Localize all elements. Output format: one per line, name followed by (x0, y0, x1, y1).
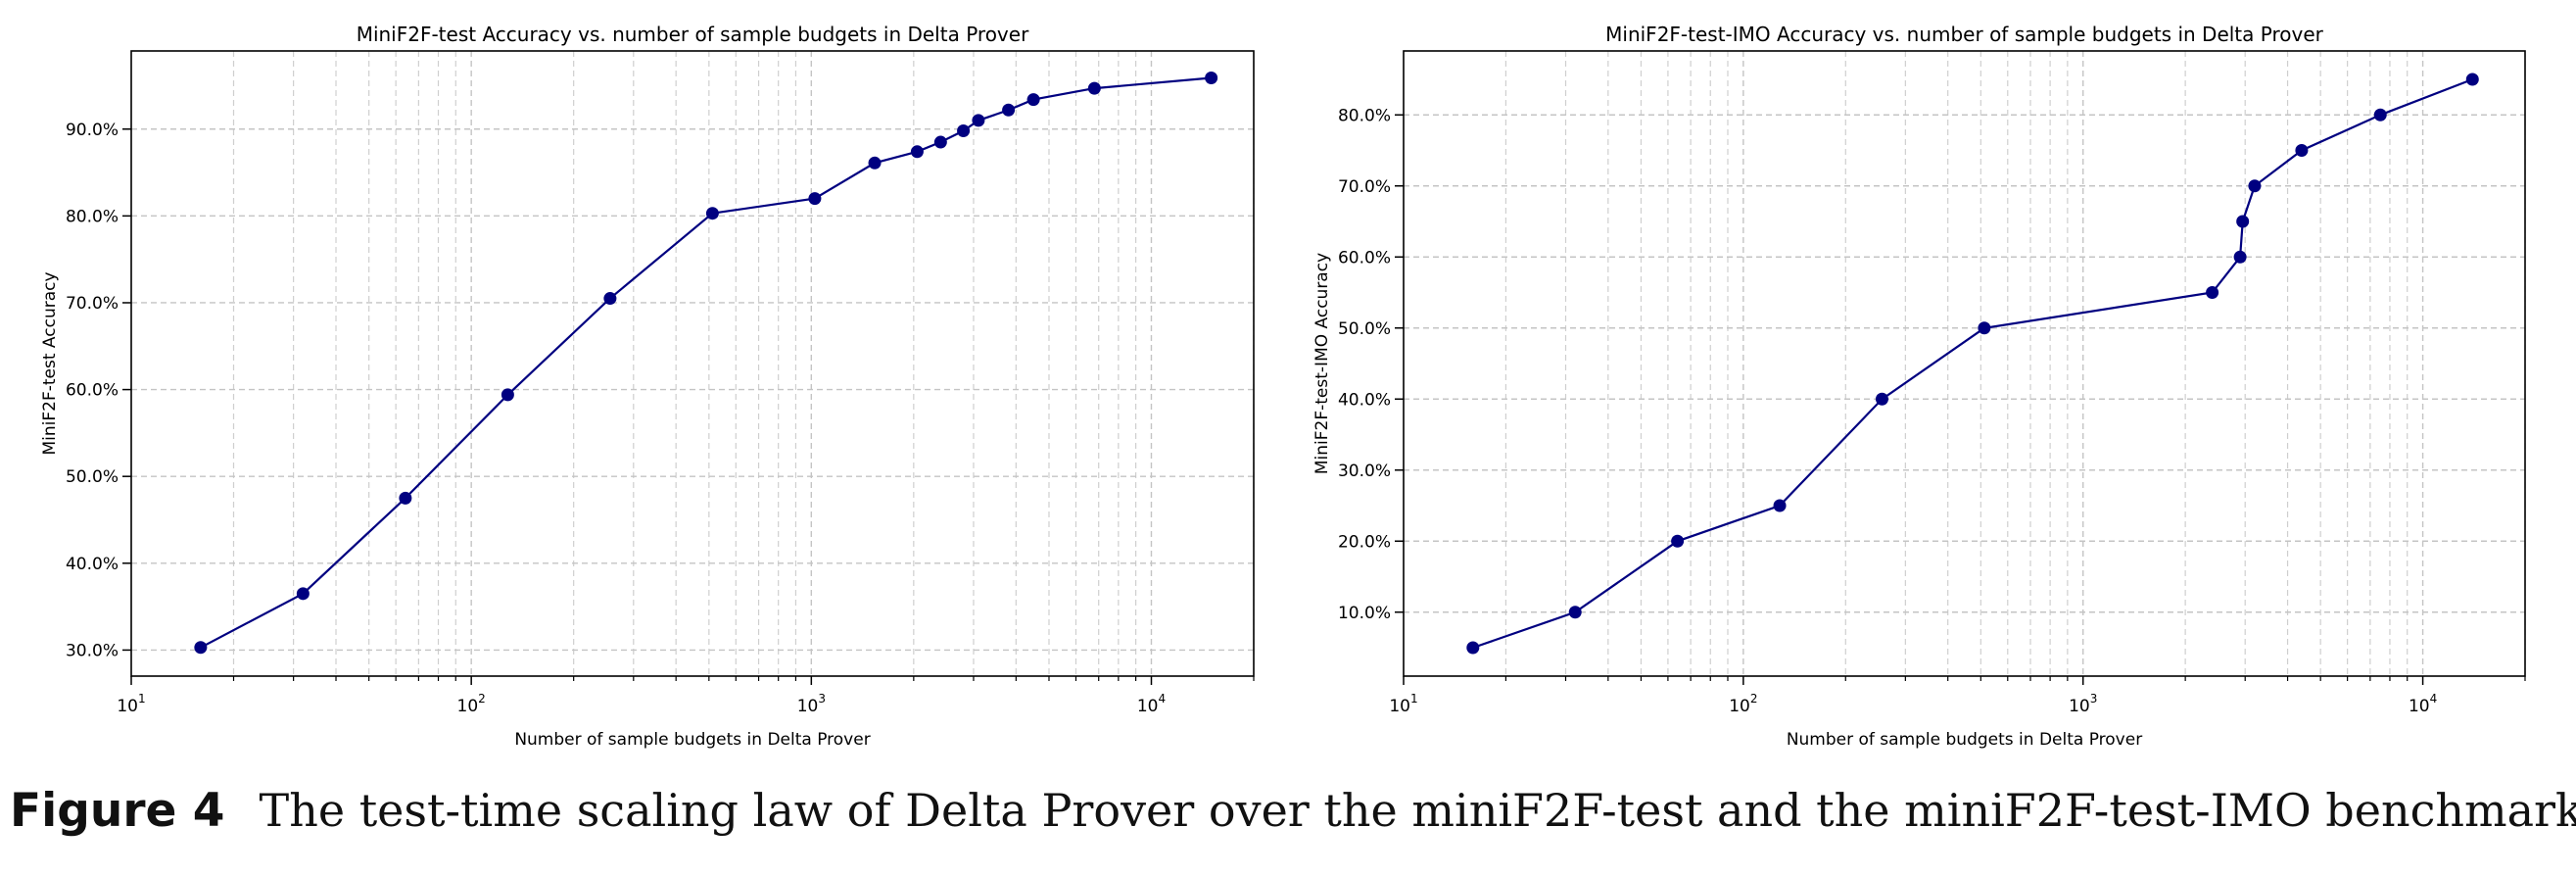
chart-minif2f-test-imo: 101 102 103 10410.0%20.0%30.0%40.0%50.0%60.… (1312, 23, 2526, 750)
data-point (2248, 179, 2262, 193)
x-tick-base: 10 (2069, 697, 2090, 716)
data-point (1087, 81, 1101, 95)
x-tick-label: 104 (1137, 692, 1166, 716)
data-point (1568, 606, 1582, 619)
data-point (1205, 71, 1218, 84)
x-tick-exponent: 4 (2430, 692, 2438, 706)
data-point (910, 145, 924, 159)
data-point (1466, 641, 1480, 655)
y-tick-label: 80.0% (1338, 106, 1391, 125)
y-tick-label: 10.0% (1338, 604, 1391, 623)
y-tick-label: 30.0% (1338, 462, 1391, 481)
chart-minif2f-test: 101 102 103 10430.0%40.0%50.0%60.0%70.0%80.… (40, 23, 1255, 750)
data-point (2206, 286, 2219, 299)
x-tick-exponent: 3 (2090, 692, 2098, 706)
data-point (933, 135, 947, 149)
data-point (2233, 250, 2247, 264)
y-axis-label: MiniF2F-test Accuracy (40, 271, 60, 455)
x-tick-label: 101 (1389, 692, 1417, 716)
series-line (200, 76, 1212, 649)
x-tick-exponent: 1 (1410, 692, 1418, 706)
data-point (501, 388, 514, 402)
y-axis-label: MiniF2F-test-IMO Accuracy (1312, 253, 1332, 474)
x-tick-label: 102 (1729, 692, 1757, 716)
data-point (1671, 534, 1685, 548)
y-tick-label: 70.0% (1338, 177, 1391, 197)
caption-label: Figure 4 (10, 784, 225, 838)
data-point (2295, 144, 2309, 157)
y-tick-label: 40.0% (1338, 390, 1391, 410)
chart-title: MiniF2F-test-IMO Accuracy vs. number of … (1605, 23, 2323, 46)
x-tick-base: 10 (1137, 697, 1159, 716)
x-tick-base: 10 (797, 697, 819, 716)
y-tick-label: 50.0% (1338, 319, 1391, 339)
data-point (2465, 73, 2479, 86)
data-point (399, 491, 412, 505)
data-point (2373, 108, 2387, 122)
data-point (1026, 93, 1040, 107)
x-axis-label: Number of sample budgets in Delta Prover (514, 730, 870, 750)
x-tick-base: 10 (1729, 697, 1750, 716)
x-tick-label: 103 (797, 692, 826, 716)
y-tick-label: 30.0% (66, 641, 119, 660)
data-point (1002, 103, 1016, 117)
data-point (194, 641, 208, 655)
x-tick-exponent: 4 (1158, 692, 1166, 706)
data-point (808, 192, 822, 206)
data-point (1978, 321, 1991, 335)
x-tick-label: 102 (457, 692, 486, 716)
data-point (2236, 215, 2250, 228)
x-tick-label: 103 (2069, 692, 2097, 716)
y-tick-label: 80.0% (66, 207, 119, 226)
data-point (868, 156, 882, 170)
x-axis-label: Number of sample budgets in Delta Prover (1787, 730, 2142, 750)
data-point (957, 124, 971, 138)
y-tick-label: 20.0% (1338, 532, 1391, 552)
y-tick-label: 50.0% (66, 467, 119, 487)
x-tick-base: 10 (457, 697, 479, 716)
x-tick-exponent: 3 (818, 692, 826, 706)
data-point (1773, 499, 1787, 512)
data-point (296, 587, 310, 601)
plot-frame (130, 50, 1255, 677)
x-tick-base: 10 (117, 697, 138, 716)
data-point (603, 292, 617, 306)
x-tick-base: 10 (1389, 697, 1410, 716)
data-point (705, 207, 719, 220)
y-tick-label: 40.0% (66, 555, 119, 574)
y-tick-label: 60.0% (1338, 248, 1391, 268)
x-tick-label: 104 (2409, 692, 2437, 716)
x-tick-exponent: 1 (138, 692, 146, 706)
y-tick-label: 70.0% (66, 294, 119, 314)
data-point (1875, 392, 1888, 406)
y-tick-label: 60.0% (66, 381, 119, 401)
x-tick-exponent: 2 (478, 692, 486, 706)
caption-text: The test-time scaling law of Delta Prove… (259, 784, 2576, 837)
chart-title: MiniF2F-test Accuracy vs. number of samp… (357, 23, 1029, 46)
series-line (1472, 77, 2473, 650)
data-point (972, 114, 985, 127)
x-tick-base: 10 (2409, 697, 2430, 716)
y-tick-label: 90.0% (66, 121, 119, 140)
x-tick-label: 101 (117, 692, 145, 716)
figure-caption: Figure 4 The test-time scaling law of De… (10, 784, 2576, 838)
plot-frame (1403, 50, 2526, 677)
x-tick-exponent: 2 (1750, 692, 1758, 706)
